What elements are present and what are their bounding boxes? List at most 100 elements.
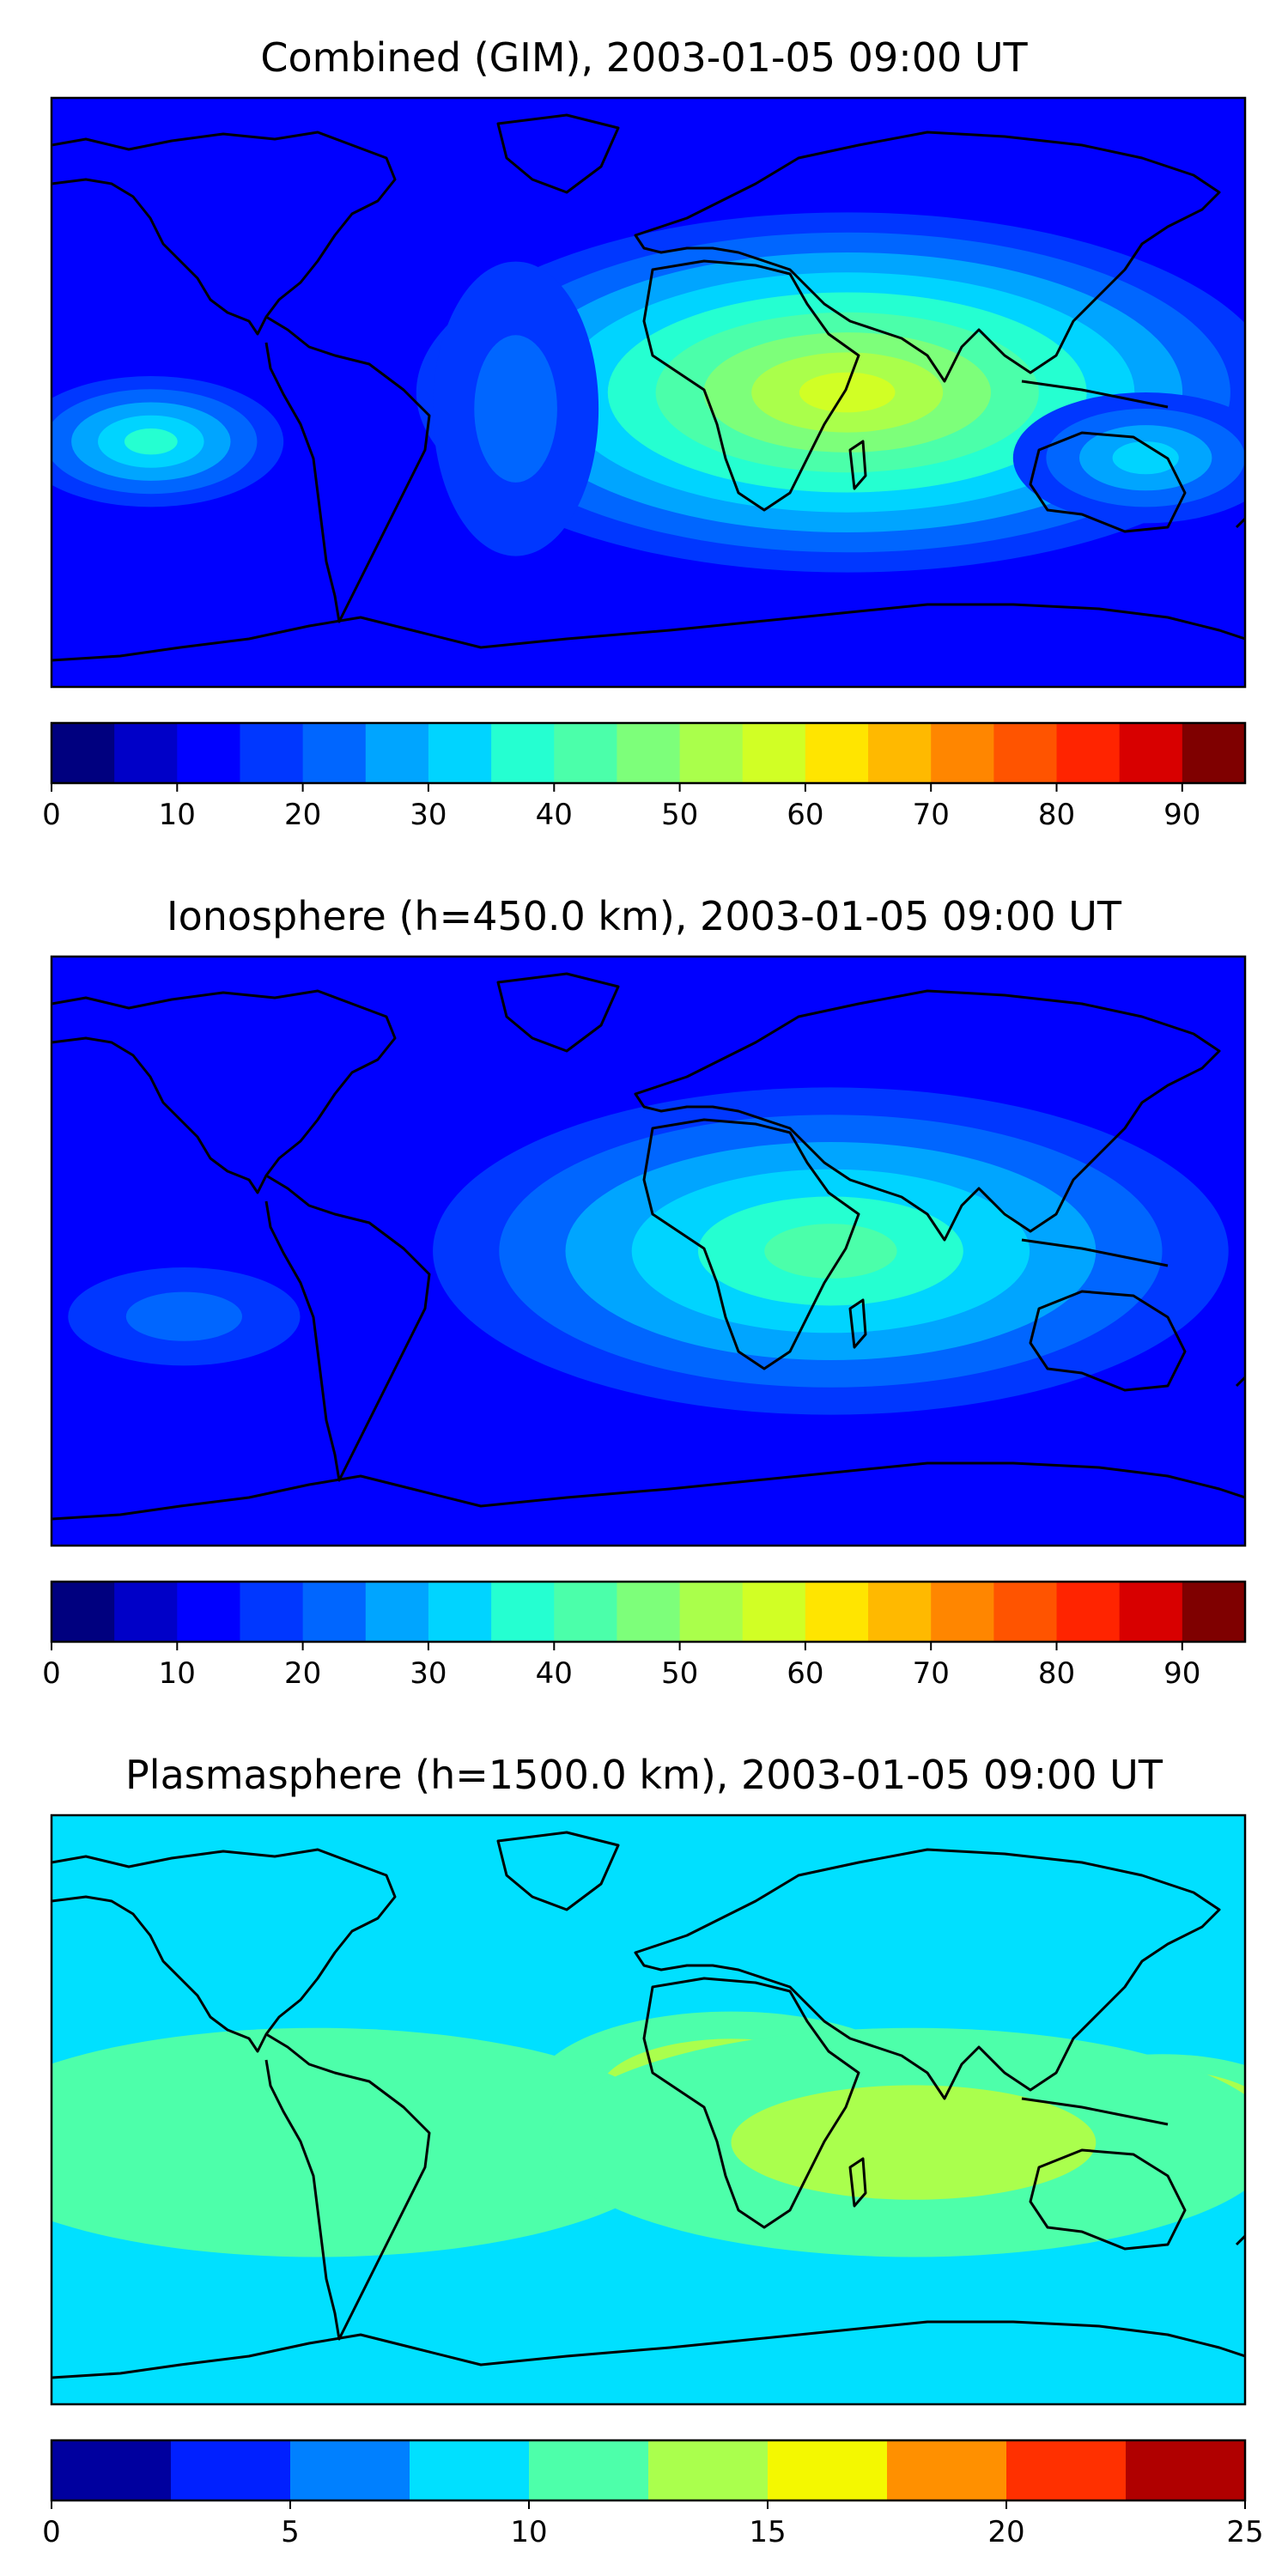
colorbar-tick-label: 20	[284, 1656, 321, 1691]
colorbar-segment	[931, 723, 994, 783]
map-field	[52, 98, 1245, 687]
colorbar-tick-label: 0	[42, 798, 61, 832]
colorbar-tick-label: 40	[536, 798, 573, 832]
panel-title: Plasmasphere (h=1500.0 km), 2003-01-05 0…	[125, 1752, 1163, 1798]
colorbar-segment	[1182, 1582, 1246, 1642]
colorbar-segment	[617, 723, 681, 783]
colorbar-segment	[365, 723, 429, 783]
map-frame	[50, 1814, 1247, 2406]
colorbar-tick-label: 10	[159, 1656, 196, 1691]
colorbar-segment	[410, 2440, 530, 2500]
panel-title: Ionosphere (h=450.0 km), 2003-01-05 09:0…	[167, 893, 1122, 939]
colorbar-tick-label: 70	[913, 798, 950, 832]
colorbar-segment	[805, 723, 869, 783]
colorbar-segment	[177, 1582, 241, 1642]
colorbar-segment	[171, 2440, 291, 2500]
map-field	[52, 1815, 1245, 2404]
colorbar: 0 10 20 30 40 50 60 70 80 90	[42, 1580, 1247, 1691]
colorbar-tick-label: 80	[1038, 1656, 1075, 1691]
colorbar-segment	[52, 1582, 115, 1642]
panel-title: Combined (GIM), 2003-01-05 09:00 UT	[260, 34, 1028, 81]
colorbar-segment	[993, 723, 1058, 783]
colorbar-segment	[805, 1582, 869, 1642]
colorbar-tick-label: 25	[1226, 2515, 1263, 2549]
colorbar-tick-label: 90	[1163, 1656, 1200, 1691]
contour-band	[124, 428, 178, 455]
colorbar-segment	[868, 1582, 932, 1642]
colorbar-tick-label: 50	[661, 1656, 698, 1691]
colorbar-tick-label: 10	[159, 798, 196, 832]
colorbar-segment	[428, 1582, 492, 1642]
colorbar-segment	[1119, 1582, 1183, 1642]
colorbar-segment	[554, 723, 618, 783]
colorbar-tick-label: 50	[661, 798, 698, 832]
colorbar-segment	[554, 1582, 618, 1642]
colorbar-segment	[114, 723, 178, 783]
colorbar-tick-label: 60	[787, 1656, 823, 1691]
colorbar-segment	[240, 1582, 304, 1642]
colorbar: 0 5 10 15 20 25	[42, 2439, 1264, 2549]
colorbar-segment	[768, 2440, 888, 2500]
map-field	[52, 957, 1245, 1546]
colorbar-tick-label: 20	[284, 798, 321, 832]
colorbar-frame	[50, 2439, 1247, 2502]
colorbar-tick-label: 20	[987, 2515, 1024, 2549]
contour-band	[52, 2027, 682, 2257]
colorbar-segment	[529, 2440, 649, 2500]
colorbar-segment	[52, 2440, 172, 2500]
colorbar: 0 10 20 30 40 50 60 70 80 90	[42, 721, 1247, 832]
colorbar-segment	[742, 723, 806, 783]
map-frame	[50, 955, 1247, 1547]
colorbar-tick-label: 40	[536, 1656, 573, 1691]
colorbar-tick-label: 80	[1038, 798, 1075, 832]
colorbar-frame	[50, 1580, 1247, 1643]
contour-band	[474, 335, 557, 483]
colorbar-segment	[1182, 723, 1246, 783]
contour-band	[731, 2085, 1097, 2200]
contour-band	[1112, 441, 1179, 475]
colorbar-tick-label: 30	[410, 798, 447, 832]
colorbar-tick-label: 5	[281, 2515, 300, 2549]
colorbar-segment	[1119, 723, 1183, 783]
panel-combined: Combined (GIM), 2003-01-05 09:00 UT 0 10 2…	[42, 34, 1247, 832]
colorbar-segment	[887, 2440, 1007, 2500]
colorbar-segment	[428, 723, 492, 783]
colorbar-segment	[290, 2440, 410, 2500]
colorbar-segment	[491, 1582, 555, 1642]
colorbar-tick-label: 30	[410, 1656, 447, 1691]
colorbar-segment	[679, 723, 744, 783]
colorbar-segment	[240, 723, 304, 783]
colorbar-segment	[365, 1582, 429, 1642]
colorbar-segment	[993, 1582, 1058, 1642]
panel-plasmasphere: Plasmasphere (h=1500.0 km), 2003-01-05 0…	[42, 1752, 1264, 2549]
colorbar-segment	[931, 1582, 994, 1642]
colorbar-segment	[1056, 1582, 1121, 1642]
colorbar-segment	[177, 723, 241, 783]
colorbar-tick-label: 90	[1163, 798, 1200, 832]
colorbar-segment	[648, 2440, 769, 2500]
colorbar-segment	[742, 1582, 806, 1642]
colorbar-segment	[868, 723, 932, 783]
colorbar-tick-label: 0	[42, 2515, 61, 2549]
colorbar-segment	[302, 1582, 367, 1642]
contour-band	[764, 1224, 897, 1279]
contour-band	[799, 372, 896, 413]
panel-ionosphere: Ionosphere (h=450.0 km), 2003-01-05 09:0…	[42, 893, 1247, 1691]
colorbar-segment	[1126, 2440, 1246, 2500]
colorbar-segment	[1056, 723, 1121, 783]
colorbar-frame	[50, 721, 1247, 785]
colorbar-tick-label: 0	[42, 1656, 61, 1691]
colorbar-tick-label: 10	[510, 2515, 547, 2549]
colorbar-tick-label: 15	[749, 2515, 786, 2549]
colorbar-segment	[1006, 2440, 1127, 2500]
map-frame	[50, 96, 1247, 689]
colorbar-segment	[679, 1582, 744, 1642]
contour-band	[125, 1291, 242, 1341]
colorbar-segment	[302, 723, 367, 783]
colorbar-segment	[491, 723, 555, 783]
colorbar-tick-label: 60	[787, 798, 823, 832]
colorbar-segment	[52, 723, 115, 783]
colorbar-tick-label: 70	[913, 1656, 950, 1691]
